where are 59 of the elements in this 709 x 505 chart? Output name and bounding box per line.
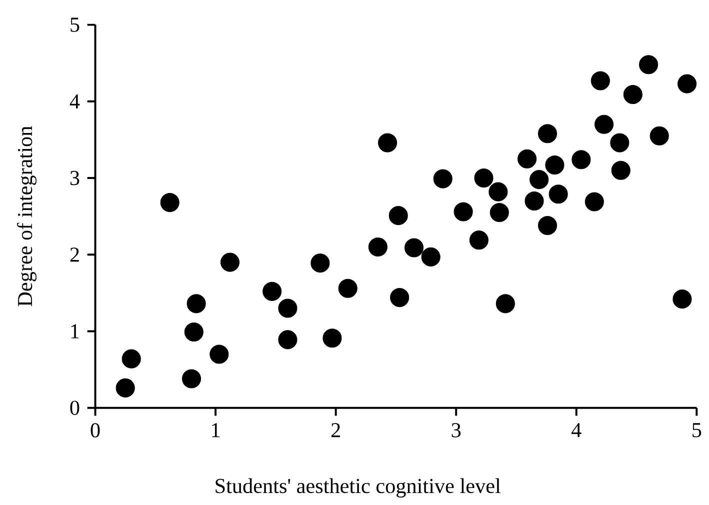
point — [623, 85, 642, 104]
y-tick-label: 2 — [70, 248, 79, 262]
point — [220, 252, 240, 272]
point — [210, 344, 229, 364]
point — [590, 71, 610, 90]
point — [650, 126, 669, 146]
point — [584, 192, 604, 212]
point — [611, 161, 630, 180]
point — [338, 279, 358, 298]
point — [572, 150, 591, 170]
y-tick-label: 3 — [70, 171, 80, 186]
point — [488, 182, 508, 202]
point — [262, 282, 282, 302]
x-tick-label: 4 — [572, 423, 582, 438]
point — [594, 115, 614, 134]
x-tick-label: 0 — [90, 423, 100, 438]
point — [496, 294, 515, 314]
y-tick-label: 0 — [70, 400, 80, 416]
x-tick-label: 1 — [212, 423, 220, 438]
point — [545, 156, 564, 175]
point — [160, 193, 180, 212]
point — [322, 328, 342, 348]
point — [469, 230, 488, 250]
point — [490, 203, 509, 222]
point — [378, 133, 398, 153]
point — [610, 133, 630, 153]
point — [116, 378, 135, 398]
point — [368, 238, 388, 257]
point — [454, 202, 473, 222]
point — [278, 298, 298, 318]
point — [186, 294, 206, 314]
point — [122, 350, 141, 369]
y-axis-title: Degree of integration — [17, 126, 37, 306]
x-axis-title: Students' aesthetic cognitive level — [216, 478, 500, 498]
point — [278, 330, 298, 350]
point — [433, 169, 452, 189]
point — [310, 254, 330, 273]
point — [182, 369, 202, 388]
y-tick-label: 5 — [70, 18, 80, 32]
point — [530, 170, 549, 190]
x-tick-label: 3 — [452, 423, 461, 438]
point — [548, 184, 568, 204]
point — [524, 192, 544, 211]
point — [672, 290, 692, 309]
point — [639, 55, 658, 74]
point — [390, 288, 410, 308]
point — [421, 248, 440, 267]
point — [404, 238, 424, 258]
point — [388, 206, 408, 226]
point — [678, 74, 697, 94]
x-tick-label: 5 — [692, 423, 702, 438]
point — [518, 150, 537, 169]
y-tick-label: 4 — [70, 94, 80, 109]
point — [184, 322, 204, 342]
point — [538, 124, 558, 144]
point — [474, 168, 494, 188]
y-tick-label: 1 — [71, 324, 79, 338]
x-tick-label: 2 — [331, 423, 340, 438]
point — [538, 216, 558, 236]
